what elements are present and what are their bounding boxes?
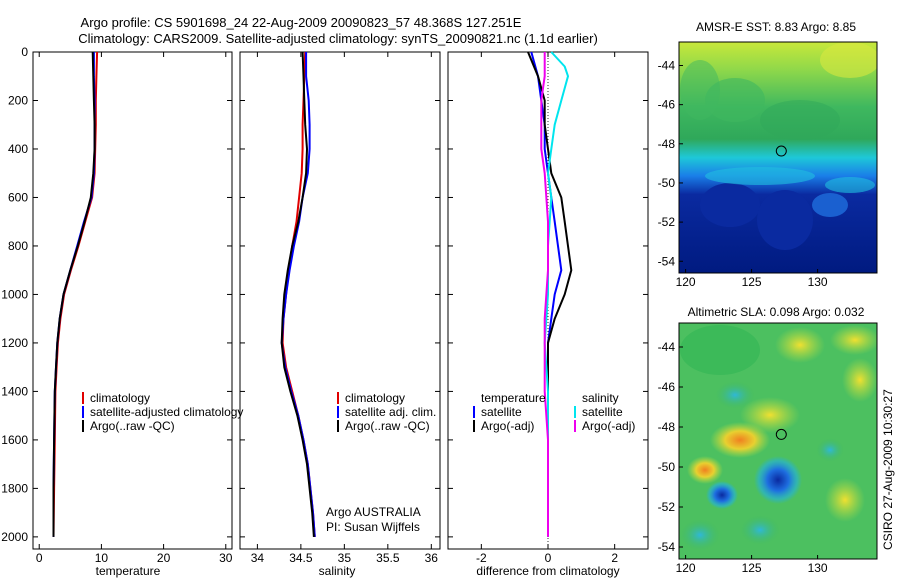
y-tick-label: -44 (658, 58, 676, 72)
legend-satellite-label: satellite adj. clim. (345, 405, 436, 419)
y-tick-label: -54 (658, 540, 676, 554)
x-tick-label: 120 (676, 561, 696, 575)
difference-axis-label: difference from climatology (476, 564, 619, 578)
x-tick-label: 35 (338, 551, 352, 565)
salinity-legend: climatology satellite adj. clim. Argo(..… (326, 391, 436, 534)
x-tick-label: 0 (545, 551, 552, 565)
y-tick-label: 0 (21, 45, 28, 59)
y-tick-label: -54 (658, 254, 676, 268)
y-tick-label: 1800 (1, 481, 28, 495)
y-tick-label: 400 (8, 142, 28, 156)
x-tick-label: 130 (808, 561, 828, 575)
y-tick-label: 1600 (1, 433, 28, 447)
y-tick-label: -44 (658, 340, 676, 354)
y-tick-label: -48 (658, 420, 676, 434)
sla-map-axes: 120 125 130 -44 -46 -48 -50 -52 -54 (658, 340, 828, 575)
x-tick-label: 36 (425, 551, 439, 565)
legend-temp-argo-label: Argo(-adj) (481, 419, 534, 433)
series-line (527, 51, 573, 537)
x-tick-label: 20 (157, 551, 171, 565)
series-line (52, 51, 96, 537)
y-tick-label: -52 (658, 215, 676, 229)
y-tick-label: 200 (8, 93, 28, 107)
series-line (52, 52, 96, 537)
csiro-credit: CSIRO 27-Aug-2009 10:30:27 (881, 389, 895, 550)
x-tick-label: 34 (251, 551, 265, 565)
y-tick-label: 1000 (1, 287, 28, 301)
sst-map-title: AMSR-E SST: 8.83 Argo: 8.85 (696, 20, 856, 34)
difference-profile-panel: -2 0 2 (447, 51, 649, 565)
series-line (540, 52, 549, 537)
x-tick-label: 35.5 (376, 551, 400, 565)
x-tick-label: 125 (742, 275, 762, 289)
temperature-legend: climatology satellite-adjusted climatolo… (82, 391, 243, 433)
y-tick-label: -50 (658, 176, 676, 190)
legend-argo-label: Argo(..raw -QC) (345, 419, 430, 433)
argo-australia-label: Argo AUSTRALIA (326, 505, 421, 519)
y-tick-label: 1200 (1, 336, 28, 350)
legend-satellite-label: satellite-adjusted climatology (90, 405, 243, 419)
x-tick-label: 130 (808, 275, 828, 289)
difference-legend: temperature satellite Argo(-adj) salinit… (473, 391, 635, 433)
x-tick-label: 2 (611, 551, 618, 565)
y-tick-label: -46 (658, 98, 676, 112)
x-tick-label: 34.5 (289, 551, 313, 565)
series-line (280, 51, 315, 537)
figure-title-line1: Argo profile: CS 5901698_24 22-Aug-2009 … (81, 15, 522, 30)
y-tick-label: 1400 (1, 384, 28, 398)
x-tick-label: 0 (36, 551, 43, 565)
series-line (543, 51, 569, 537)
plot-frame (32, 51, 233, 550)
legend-argo-label: Argo(..raw -QC) (90, 419, 175, 433)
x-tick-label: -2 (476, 551, 487, 565)
legend-climatology-label: climatology (90, 391, 150, 405)
y-tick-label: -46 (658, 380, 676, 394)
y-tick-label: 800 (8, 239, 28, 253)
sst-map-image (679, 42, 877, 273)
y-tick-label: -52 (658, 500, 676, 514)
series-line (280, 52, 316, 537)
pi-label: PI: Susan Wijffels (326, 520, 420, 534)
sst-map-axes: 120 125 130 -44 -46 -48 -50 -52 -54 (658, 58, 828, 289)
x-tick-label: 10 (95, 551, 109, 565)
sla-map-image (679, 323, 877, 559)
y-tick-label: -50 (658, 460, 676, 474)
argo-position-marker (775, 145, 787, 157)
legend-salinity-title: salinity (582, 391, 619, 405)
salinity-profile-panel: 34 34.5 35 35.5 36 (239, 51, 441, 565)
legend-temperature-title: temperature (481, 391, 546, 405)
plot-frame (239, 51, 441, 550)
legend-temp-satellite-label: satellite (481, 405, 522, 419)
x-tick-label: 30 (219, 551, 233, 565)
sla-map-title: Altimetric SLA: 0.098 Argo: 0.032 (688, 305, 865, 319)
y-tick-label: 2000 (1, 530, 28, 544)
legend-sal-argo-label: Argo(-adj) (582, 419, 635, 433)
figure-title-line2: Climatology: CARS2009. Satellite-adjuste… (78, 31, 598, 46)
temperature-axis-label: temperature (96, 564, 161, 578)
y-tick-label: 600 (8, 190, 28, 204)
y-tick-label: -48 (658, 137, 676, 151)
temperature-profile-panel: 0 10 20 30 0 200 400 600 800 1000 1200 1400 1600 1800… (1, 45, 232, 565)
legend-sal-satellite-label: satellite (582, 405, 623, 419)
salinity-axis-label: salinity (319, 564, 356, 578)
x-tick-label: 125 (742, 561, 762, 575)
sst-map-frame (678, 41, 878, 274)
series-line (52, 51, 99, 537)
argo-position-marker (775, 428, 787, 440)
legend-climatology-label: climatology (345, 391, 405, 405)
sla-map-frame (678, 322, 878, 560)
x-tick-label: 120 (676, 275, 696, 289)
